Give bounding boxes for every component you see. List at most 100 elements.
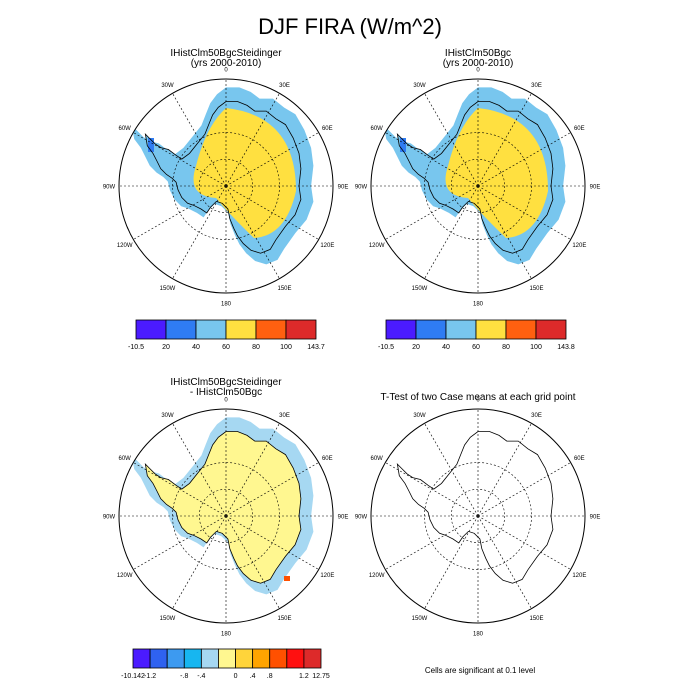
panel-1-subtitle: (yrs 2000-2010): [191, 58, 262, 69]
colorbar-swatch: [165, 319, 197, 340]
meridian-line: [225, 462, 319, 517]
longitude-label: 90E: [590, 515, 601, 521]
longitude-label: 0: [476, 68, 480, 74]
plateau-cells: [445, 108, 548, 238]
longitude-label: 60W: [371, 456, 384, 462]
coastline: [144, 101, 302, 254]
colorbar-swatch: [225, 319, 257, 340]
longitude-label: 150E: [277, 616, 291, 622]
map-border: [118, 78, 334, 294]
polar-map-2: 0 30E 60E 90E 120E 150E 180 150W 120W 90W 60W 30W: [355, 68, 601, 308]
colorbar-label: 20: [162, 344, 170, 351]
colorbar-label: .4: [250, 673, 256, 680]
colorbar-label: 0: [234, 673, 238, 680]
latitude-circle: [198, 488, 254, 544]
longitude-label: 120E: [320, 573, 334, 579]
colorbar-swatch: [195, 319, 227, 340]
longitude-label: 60W: [119, 126, 132, 132]
latitude-circle: [450, 488, 506, 544]
panel-3-title: IHistClm50BgcSteidinger: [170, 377, 282, 388]
colorbar-label: -10.5: [378, 344, 394, 351]
ice-sheet-cells: [145, 431, 301, 584]
longitude-label: 90E: [590, 185, 601, 191]
colorbar-swatch: [200, 648, 219, 669]
longitude-label: 150E: [529, 616, 543, 622]
longitude-label: 30W: [413, 83, 426, 89]
colorbar-label: 143.8: [557, 344, 575, 351]
polar-map-3: 0 30E 60E 90E 120E 150E 180 150W 120W 90W 60W 30W: [103, 398, 349, 638]
longitude-label: 90E: [338, 515, 349, 521]
longitude-label: 90W: [103, 515, 116, 521]
meridian-line: [477, 515, 571, 570]
longitude-label: 60W: [371, 126, 384, 132]
colorbar-swatch: [505, 319, 537, 340]
longitude-label: 120E: [572, 573, 586, 579]
meridian-line: [133, 132, 227, 187]
colorbar-swatch: [135, 319, 167, 340]
longitude-label: 30E: [531, 83, 542, 89]
colorbar-swatch: [303, 648, 322, 669]
latitude-circle: [198, 158, 254, 214]
colorbar-swatch: [252, 648, 271, 669]
meridian-line: [385, 132, 479, 187]
meridian-line: [225, 423, 280, 517]
longitude-label: 120E: [320, 243, 334, 249]
colorbar-swatch: [475, 319, 507, 340]
meridian-line: [225, 185, 319, 240]
panel-4-title: T-Test of two Case means at each grid po…: [380, 392, 575, 403]
meridian-line: [225, 515, 319, 570]
longitude-label: 150E: [529, 286, 543, 292]
longitude-label: 120W: [117, 573, 133, 579]
latitude-circle: [450, 158, 506, 214]
colorbar-swatch: [166, 648, 185, 669]
longitude-label: 60W: [119, 456, 132, 462]
longitude-label: 150W: [160, 286, 176, 292]
colorbar-label: 80: [502, 344, 510, 351]
colorbar-label: 143.7: [307, 344, 325, 351]
meridian-line: [172, 93, 227, 187]
longitude-label: 0: [476, 398, 480, 404]
longitude-label: 30E: [531, 413, 542, 419]
longitude-label: 0: [224, 68, 228, 74]
colorbar-label: 60: [472, 344, 480, 351]
colorbar-swatch: [385, 319, 417, 340]
panel-1-title: IHistClm50BgcSteidinger: [170, 48, 282, 59]
colorbar-label: -.4: [197, 673, 205, 680]
map-border: [118, 408, 334, 624]
page-title: DJF FIRA (W/m^2): [258, 14, 442, 39]
colorbar-label: .8: [267, 673, 273, 680]
colorbar-swatch: [445, 319, 477, 340]
meridian-line: [424, 93, 479, 187]
colorbar-label: -10.142: [121, 673, 145, 680]
longitude-label: 30W: [413, 413, 426, 419]
coastline: [396, 431, 554, 584]
longitude-label: 0: [224, 398, 228, 404]
polar-map-4: 0 30E 60E 90E 120E 150E 180 150W 120W 90W 60W 30W: [355, 398, 601, 638]
longitude-label: 60E: [574, 456, 585, 462]
colorbar-label: 80: [252, 344, 260, 351]
colorbar-swatch: [183, 648, 202, 669]
colorbar-swatch: [269, 648, 288, 669]
meridian-line: [424, 515, 479, 609]
colorbar-label: 60: [222, 344, 230, 351]
longitude-label: 150W: [412, 286, 428, 292]
longitude-label: 120W: [369, 573, 385, 579]
panel-2-subtitle: (yrs 2000-2010): [443, 58, 514, 69]
longitude-label: 60E: [574, 126, 585, 132]
longitude-label: 90W: [103, 185, 116, 191]
longitude-label: 30W: [161, 83, 174, 89]
meridian-line: [385, 515, 479, 570]
longitude-label: 180: [221, 302, 232, 308]
coastline: [396, 101, 554, 254]
colorbar-swatch: [535, 319, 567, 340]
longitude-label: 120W: [369, 243, 385, 249]
colorbar-label: 40: [192, 344, 200, 351]
map-border: [370, 408, 586, 624]
meridian-line: [477, 462, 571, 517]
meridian-line: [477, 185, 532, 279]
meridian-line: [424, 423, 479, 517]
meridian-line: [225, 185, 280, 279]
coastline: [144, 431, 302, 584]
colorbar-2: -10.5 20 40 60 80 100 143.8: [378, 319, 575, 351]
